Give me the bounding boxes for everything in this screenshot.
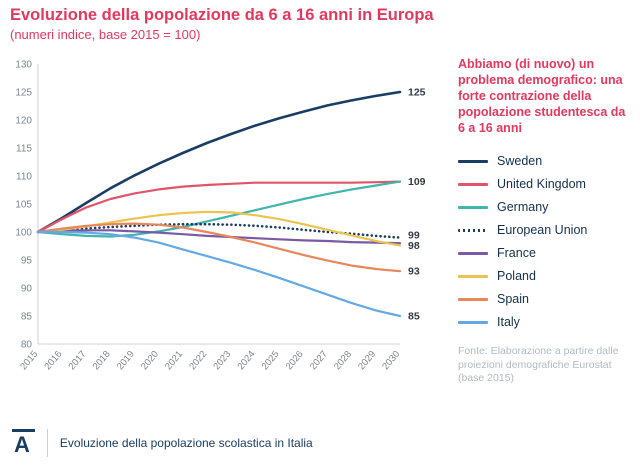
x-tick-label: 2028 [332,349,354,372]
right-column: Abbiamo (di nuovo) un problema demografi… [458,56,630,396]
x-tick-label: 2019 [115,349,137,372]
series-line-united-kingdom [36,180,402,234]
x-tick-label: 2029 [356,349,378,372]
x-tick-label: 2023 [211,349,233,372]
chart-subtitle: (numeri indice, base 2015 = 100) [10,26,201,42]
legend-swatch-united-kingdom [458,182,488,186]
brand-logo: A [12,429,35,457]
legend-label-italy: Italy [497,315,520,329]
y-tick-label: 115 [16,144,32,155]
legend-label-germany: Germany [497,200,549,214]
legend-item-spain: Spain [458,292,630,306]
x-tick-label: 2022 [187,349,209,372]
x-tick-label: 2016 [42,349,64,372]
footer-divider [46,429,48,457]
source-note: Fonte: Elaborazione a partire dalle proi… [458,345,619,385]
series-line-italy [36,230,402,318]
end-value-label-sweden: 125 [408,87,426,99]
x-tick-label: 2021 [163,349,185,372]
legend-item-italy: Italy [458,315,630,329]
y-tick-label: 85 [21,312,33,323]
legend-label-france: France [497,246,536,260]
line-chart: 80 85 90 95 100 105 110 115 120 125 130 2015 2016 201… [6,52,438,400]
x-tick-label: 2015 [18,349,40,372]
series-line-sweden [36,90,402,234]
legend-item-germany: Germany [458,200,630,214]
legend-item-france: France [458,246,630,260]
legend: Sweden United Kingdom Germany European Unio… [458,154,630,329]
x-tick-label: 2027 [308,349,330,372]
y-tick-label: 130 [15,60,32,71]
legend-label-sweden: Sweden [497,154,543,168]
legend-swatch-italy [458,320,488,324]
y-tick-label: 120 [15,116,32,127]
y-tick-label: 110 [16,172,32,183]
legend-item-sweden: Sweden [458,154,630,168]
legend-item-european-union: European Union [458,223,630,237]
chart-title: Evoluzione della popolazione da 6 a 16 a… [10,6,434,24]
y-tick-label: 95 [21,256,33,267]
x-tick-label: 2024 [235,349,257,372]
footer: A Evoluzione della popolazione scolastic… [12,429,313,457]
x-tick-label: 2020 [139,349,161,372]
x-tick-label: 2017 [67,349,89,372]
series-line-spain [36,222,402,273]
y-tick-label: 125 [15,88,32,99]
x-tick-label: 2030 [380,349,402,372]
legend-swatch-sweden [458,159,488,163]
end-value-label-france: 98 [408,240,420,252]
y-tick-label: 100 [15,228,32,239]
chart-header: Evoluzione della popolazione da 6 a 16 a… [10,6,630,42]
legend-label-united-kingdom: United Kingdom [497,177,586,191]
legend-swatch-spain [458,297,488,301]
x-tick-label: 2026 [284,349,306,372]
legend-item-united-kingdom: United Kingdom [458,177,630,191]
series-line-european-union [36,222,402,239]
legend-label-poland: Poland [497,269,536,283]
series-line-poland [36,210,402,247]
legend-swatch-france [458,251,488,255]
y-tick-label: 80 [21,340,33,351]
legend-item-poland: Poland [458,269,630,283]
end-value-label-spain: 93 [408,266,420,278]
series-line-france [36,229,402,245]
end-value-label-united-kingdom: 109 [408,176,426,188]
end-value-label-italy: 85 [408,311,420,323]
x-tick-label: 2018 [91,349,113,372]
y-tick-label: 90 [21,284,33,295]
legend-swatch-poland [458,274,488,278]
end-value-label-european-union: 99 [408,230,420,242]
callout-text: Abbiamo (di nuovo) un problema demografi… [458,57,626,135]
series-line-germany [36,180,402,238]
y-tick-label: 105 [15,200,32,211]
legend-label-european-union: European Union [497,223,588,237]
x-tick-label: 2025 [260,349,282,372]
legend-swatch-germany [458,205,488,209]
legend-label-spain: Spain [497,292,529,306]
legend-swatch-european-union [458,228,488,232]
footer-caption: Evoluzione della popolazione scolastica … [59,436,313,450]
